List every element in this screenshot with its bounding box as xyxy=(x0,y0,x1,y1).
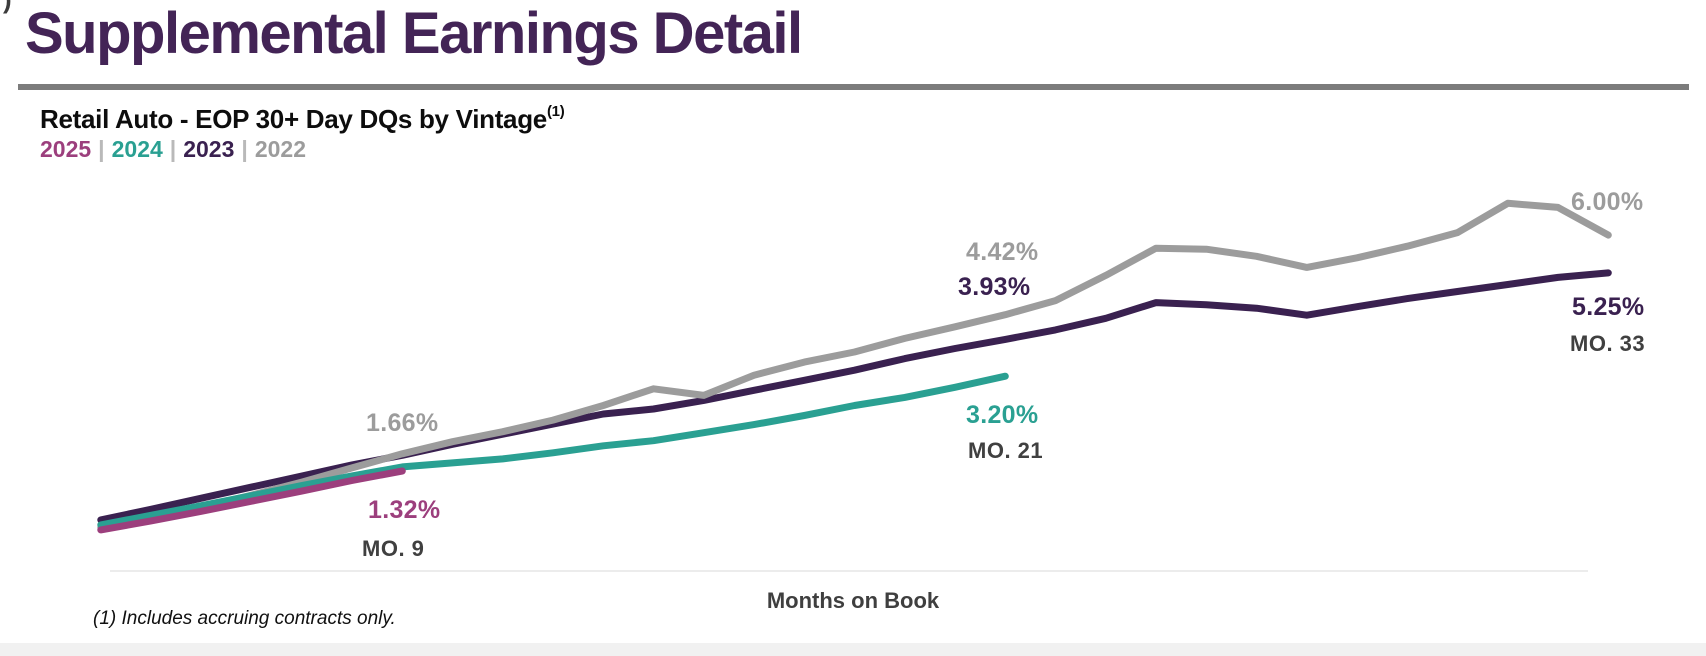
label-2025-end: 1.32% xyxy=(368,496,441,524)
label-2024-end: 3.20% xyxy=(966,401,1039,429)
label-2022-end: 6.00% xyxy=(1571,188,1644,216)
legend-separator: | xyxy=(241,136,248,162)
legend-item-2022: 2022 xyxy=(254,136,306,162)
chart-heading-footnote-ref: (1) xyxy=(546,103,565,121)
corner-artifact: ) xyxy=(3,0,12,15)
line-2024 xyxy=(97,372,1009,529)
bottom-bar xyxy=(0,643,1706,656)
line-2025 xyxy=(97,467,406,534)
footnote: (1) Includes accruing contracts only. xyxy=(93,608,396,629)
label-2023-mo21: 3.93% xyxy=(958,273,1031,301)
line-2022 xyxy=(97,199,1612,531)
header-rule xyxy=(18,84,1689,90)
label-mo-9: MO. 9 xyxy=(362,536,425,561)
page-title: Supplemental Earnings Detail xyxy=(25,1,803,66)
chart-heading-text: Retail Auto - EOP 30+ Day DQs by Vintage xyxy=(40,104,547,134)
label-mo-21: MO. 21 xyxy=(968,438,1044,463)
label-2022-mo21: 4.42% xyxy=(966,238,1039,266)
chart-legend: 2025 | 2024 | 2023 | 2022 xyxy=(40,136,306,163)
legend-item-2023: 2023 xyxy=(183,136,235,162)
x-axis-title: Months on Book xyxy=(766,588,940,613)
label-mo-33: MO. 33 xyxy=(1570,331,1646,356)
legend-item-2025: 2025 xyxy=(40,136,92,162)
chart-heading: Retail Auto - EOP 30+ Day DQs by Vintage… xyxy=(40,103,565,135)
label-2023-end: 5.25% xyxy=(1572,293,1645,321)
legend-separator: | xyxy=(98,136,105,162)
legend-item-2024: 2024 xyxy=(111,136,163,162)
label-2022-mo9: 1.66% xyxy=(366,409,439,437)
legend-separator: | xyxy=(169,136,177,162)
x-axis-line xyxy=(110,570,1588,572)
